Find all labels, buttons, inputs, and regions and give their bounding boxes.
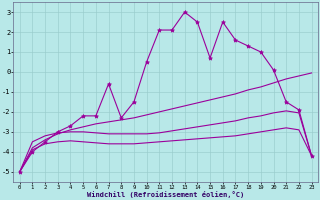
- X-axis label: Windchill (Refroidissement éolien,°C): Windchill (Refroidissement éolien,°C): [87, 191, 244, 198]
